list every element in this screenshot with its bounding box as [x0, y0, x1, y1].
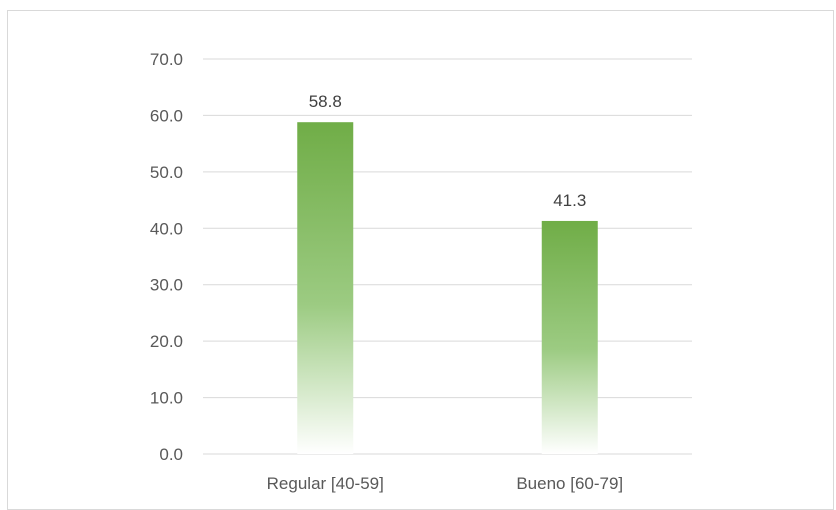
y-tick-label: 40.0 [150, 219, 183, 238]
chart-frame [7, 10, 834, 510]
y-tick-label: 70.0 [150, 50, 183, 69]
category-label: Bueno [60-79] [516, 474, 623, 493]
data-label: 41.3 [553, 191, 586, 210]
y-tick-label: 0.0 [159, 445, 183, 464]
y-tick-label: 20.0 [150, 332, 183, 351]
y-tick-label: 50.0 [150, 163, 183, 182]
data-labels: 58.8 41.3 [309, 92, 587, 210]
bar [541, 220, 598, 454]
category-label: Regular [40-59] [267, 474, 384, 493]
bar-chart: 0.0 10.0 20.0 30.0 40.0 50.0 60.0 70.0 58.8 41.3… [150, 50, 692, 493]
x-axis-category-labels: Regular [40-59] Bueno [60-79] [267, 474, 624, 493]
bars [297, 122, 598, 454]
y-tick-label: 30.0 [150, 276, 183, 295]
gridlines [203, 58, 692, 455]
y-tick-label: 10.0 [150, 389, 183, 408]
y-tick-label: 60.0 [150, 106, 183, 125]
bar [297, 122, 354, 454]
chart-root: 0.0 10.0 20.0 30.0 40.0 50.0 60.0 70.0 58.8 41.3… [7, 10, 834, 510]
data-label: 58.8 [309, 92, 342, 111]
y-axis-tick-labels: 0.0 10.0 20.0 30.0 40.0 50.0 60.0 70.0 [150, 50, 183, 464]
